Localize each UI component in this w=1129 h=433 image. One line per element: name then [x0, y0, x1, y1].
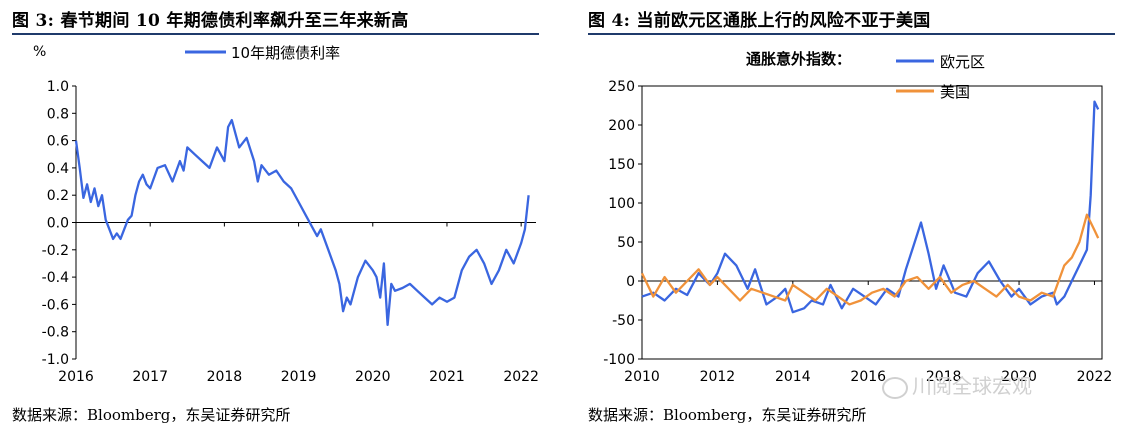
right-source-note: 数据来源：Bloomberg，东吴证券研究所 [588, 406, 867, 424]
x-tick-label: 2016 [58, 369, 94, 385]
x-tick-label: 2022 [503, 369, 539, 385]
left-line-chart: 1.00.80.60.40.20.0-0.2-0.4-0.6-0.8-1.020… [33, 44, 539, 385]
x-tick-label: 2012 [700, 369, 736, 385]
legend-label-0: 欧元区 [940, 53, 985, 71]
x-tick-label: 2018 [207, 369, 243, 385]
plot-frame [641, 85, 1103, 360]
y-tick-label: -0.6 [42, 297, 69, 313]
series-line-0 [641, 100, 1100, 314]
x-tick-label: 2017 [132, 369, 168, 385]
y-tick-label: 0.8 [47, 106, 69, 122]
x-tick-label: 2018 [926, 369, 962, 385]
x-tick-label: 2016 [850, 369, 886, 385]
legend-label-1: 美国 [940, 83, 970, 101]
x-tick-label: 2020 [1001, 369, 1037, 385]
y-tick-label: 250 [608, 79, 635, 95]
y-tick-label: 0.4 [47, 161, 69, 177]
y-tick-label: 150 [608, 157, 635, 173]
left-title-rule [12, 33, 539, 35]
x-tick-label: 2022 [1077, 369, 1113, 385]
y-tick-label: 200 [608, 118, 635, 134]
y-tick-label: -0.2 [42, 243, 69, 259]
watermark-text: 川阅全球宏观 [912, 374, 1032, 398]
legend-label: 10年期德债利率 [231, 44, 340, 62]
x-tick-label: 2014 [775, 369, 811, 385]
series-line-1 [640, 213, 1100, 306]
x-tick-label: 2010 [624, 369, 660, 385]
y-tick-label: 0.2 [47, 188, 69, 204]
y-tick-label: 0.6 [47, 134, 69, 150]
y-tick-label: -0.4 [42, 270, 69, 286]
x-tick-label: 2019 [281, 369, 317, 385]
left-chart-title: 图 3: 春节期间 10 年期德债利率飙升至三年来新高 [12, 11, 409, 31]
y-tick-label: 0 [626, 274, 635, 290]
wechat-icon [882, 376, 908, 399]
y-tick-label: -50 [612, 313, 635, 329]
y-tick-label: -0.8 [42, 325, 69, 341]
y-tick-label: 100 [608, 196, 635, 212]
watermark: 川阅全球宏观 [882, 370, 1032, 399]
y-tick-label: 50 [617, 235, 635, 251]
right-title-rule [588, 33, 1115, 35]
legend-title: 通胀意外指数： [746, 50, 851, 68]
series-line-0 [74, 118, 530, 327]
right-chart-title: 图 4: 当前欧元区通胀上行的风险不亚于美国 [588, 11, 931, 31]
left-source-note: 数据来源：Bloomberg，东吴证券研究所 [12, 406, 291, 424]
y-tick-label: 0.0 [47, 216, 69, 232]
x-tick-label: 2021 [429, 369, 465, 385]
y-tick-label: 1.0 [47, 79, 69, 95]
y-tick-label: -1.0 [42, 352, 69, 368]
x-tick-label: 2020 [355, 369, 391, 385]
y-unit-label: % [33, 44, 46, 60]
y-tick-label: -100 [603, 352, 635, 368]
